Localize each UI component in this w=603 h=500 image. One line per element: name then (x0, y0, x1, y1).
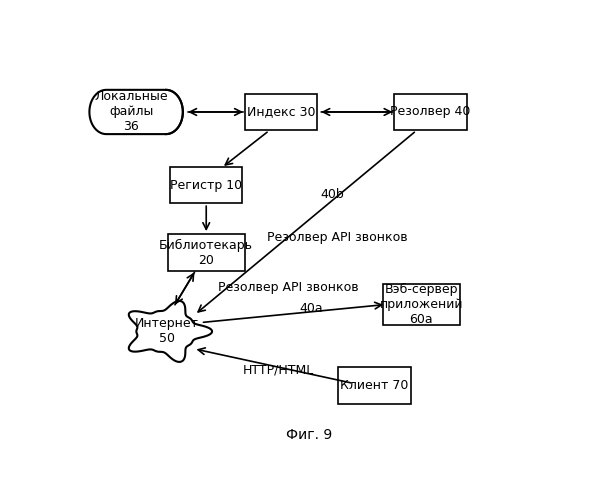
Text: Резолвер API звонков: Резолвер API звонков (267, 230, 408, 243)
Text: Фиг. 9: Фиг. 9 (286, 428, 332, 442)
Text: Клиент 70: Клиент 70 (340, 379, 409, 392)
Text: Резолвер 40: Резолвер 40 (390, 106, 471, 118)
Text: Интернет
50: Интернет 50 (134, 318, 198, 345)
FancyBboxPatch shape (394, 94, 467, 130)
Text: 40a: 40a (300, 302, 323, 315)
FancyBboxPatch shape (170, 167, 242, 203)
Text: Регистр 10: Регистр 10 (170, 178, 242, 192)
Polygon shape (89, 90, 183, 134)
Text: HTTP/HTML: HTTP/HTML (243, 364, 314, 376)
FancyBboxPatch shape (338, 367, 411, 404)
Text: 40b: 40b (321, 188, 344, 201)
FancyBboxPatch shape (245, 94, 317, 130)
FancyBboxPatch shape (383, 284, 459, 325)
Polygon shape (129, 301, 212, 362)
Text: Резолвер API звонков: Резолвер API звонков (218, 282, 358, 294)
FancyBboxPatch shape (168, 234, 245, 271)
Text: Библиотекарь
20: Библиотекарь 20 (159, 238, 253, 266)
Text: Индекс 30: Индекс 30 (247, 106, 315, 118)
Text: Вэб-сервер
приложений
60a: Вэб-сервер приложений 60a (379, 283, 463, 326)
Text: Локальные
файлы
36: Локальные файлы 36 (94, 90, 168, 134)
